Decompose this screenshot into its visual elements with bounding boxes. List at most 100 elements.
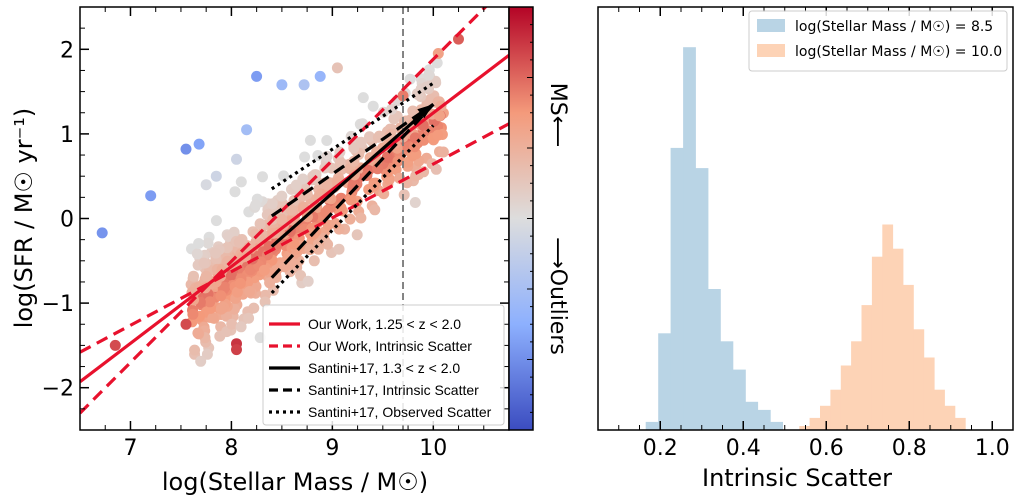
- scatter-point: [418, 134, 430, 146]
- scatter-point: [200, 270, 212, 282]
- scatter-point: [188, 270, 199, 282]
- y-tick-label: 1: [60, 123, 74, 148]
- scatter-point: [207, 312, 219, 324]
- scatter-point: [210, 247, 222, 259]
- scatter-point: [423, 69, 435, 81]
- scatter-point: [231, 153, 242, 165]
- histogram-bar-series-1: [820, 405, 831, 430]
- scatter-point: [321, 179, 333, 191]
- y-tick-label: 2: [60, 38, 74, 63]
- scatter-point: [251, 70, 263, 82]
- santini-arrowhead: [417, 104, 434, 119]
- histogram-bar-series-1: [809, 417, 821, 430]
- scatter-xlabel: log(Stellar Mass / M☉): [162, 468, 428, 496]
- scatter-point: [322, 238, 334, 250]
- histogram-plot-area: [645, 47, 966, 430]
- scatter-point: [231, 286, 243, 298]
- scatter-point: [229, 186, 241, 198]
- scatter-point: [210, 215, 222, 227]
- colorbar: MS⟵ ⟶Outliers: [508, 6, 570, 431]
- scatter-point: [369, 204, 381, 216]
- histogram-bar-series-1: [840, 365, 852, 430]
- scatter-point: [189, 344, 201, 356]
- scatter-point: [290, 179, 302, 191]
- scatter-point: [409, 197, 421, 208]
- scatter-point: [250, 199, 262, 211]
- scatter-point: [299, 151, 311, 163]
- x-tick-label: 9: [325, 436, 339, 461]
- scatter-ticks: 7 8 9 10 −2 −1 0 1 2: [42, 6, 510, 461]
- scatter-point: [254, 218, 266, 230]
- hist-x-tick-label: 0.4: [726, 436, 761, 461]
- histogram-bar-series-1: [871, 256, 883, 430]
- hist-x-tick-label: 0.6: [809, 436, 844, 461]
- scatter-point: [226, 318, 238, 330]
- scatter-point: [321, 150, 333, 162]
- histogram-bar-series-0: [695, 168, 709, 430]
- histogram-legend: log(Stellar Mass / M☉) = 8.5 log(Stellar …: [748, 10, 1008, 72]
- scatter-point: [235, 176, 247, 188]
- scatter-point: [241, 124, 253, 136]
- histogram-xlabel: Intrinsic Scatter: [702, 464, 892, 492]
- histogram-bar-series-1: [830, 389, 842, 430]
- scatter-point: [367, 100, 379, 112]
- hist-legend-swatch-0: [757, 19, 785, 32]
- scatter-point: [355, 136, 367, 148]
- y-tick-label: −2: [42, 377, 74, 402]
- histogram-bar-series-1: [934, 389, 945, 430]
- histogram-bar-series-1: [954, 417, 966, 430]
- scatter-point: [234, 277, 246, 289]
- scatter-point: [278, 261, 290, 273]
- histogram-bar-series-0: [670, 147, 684, 430]
- scatter-point: [193, 138, 205, 150]
- series-line-3: [270, 103, 435, 248]
- scatter-point: [331, 62, 343, 74]
- scatter-legend: Our Work, 1.25 < z < 2.0 Our Work, Intrin…: [262, 304, 505, 426]
- colorbar-label-top: MS⟵: [545, 83, 570, 148]
- hist-x-tick-label: 0.8: [892, 436, 927, 461]
- scatter-point: [308, 255, 320, 267]
- histogram-panel: 0.2 0.4 0.6 0.8 1.0 Intrinsic Scatter log(St…: [597, 6, 1014, 492]
- histogram-bar-series-0: [757, 409, 771, 430]
- histogram-bar-series-1: [861, 305, 873, 430]
- histogram-ticks: 0.2 0.4 0.6 0.8 1.0: [618, 7, 1010, 461]
- scatter-point: [432, 129, 444, 141]
- colorbar-ticks: [527, 6, 533, 431]
- scatter-plot-area: [80, 7, 509, 430]
- scatter-point: [321, 135, 333, 146]
- scatter-point: [244, 264, 256, 276]
- scatter-point: [357, 92, 369, 104]
- histogram-bar-series-1: [851, 341, 862, 430]
- scatter-point: [180, 318, 192, 330]
- series-line-1: [80, 7, 488, 415]
- series-line-2: [80, 122, 509, 354]
- scatter-point: [295, 270, 307, 281]
- scatter-point: [193, 238, 205, 249]
- series-line-0: [80, 53, 509, 384]
- scatter-point: [191, 248, 203, 260]
- scatter-point: [345, 194, 357, 206]
- hist-legend-label-0: log(Stellar Mass / M☉) = 8.5: [795, 19, 993, 35]
- x-tick-label: 8: [224, 436, 238, 461]
- scatter-point: [180, 143, 192, 155]
- histogram-bar-series-1: [903, 284, 914, 430]
- histogram-bar-series-1: [923, 357, 935, 430]
- scatter-point: [204, 296, 216, 308]
- scatter-legend-entries: Our Work, 1.25 < z < 2.0 Our Work, Intrin…: [269, 316, 492, 420]
- legend-label-0: Our Work, 1.25 < z < 2.0: [308, 316, 461, 332]
- scatter-point: [96, 227, 108, 239]
- scatter-point: [298, 79, 310, 91]
- scatter-point: [314, 70, 326, 82]
- scatter-point: [304, 134, 316, 146]
- scatter-point: [333, 243, 345, 255]
- histogram-bar-series-0: [745, 401, 759, 430]
- scatter-point: [330, 218, 341, 229]
- legend-label-2: Santini+17, 1.3 < z < 2.0: [308, 360, 460, 376]
- scatter-point: [200, 179, 212, 191]
- scatter-point: [276, 213, 288, 225]
- scatter-point: [272, 237, 284, 249]
- scatter-point: [276, 79, 288, 91]
- histogram-bar-series-0: [645, 421, 659, 430]
- scatter-point: [302, 275, 314, 287]
- scatter-point: [109, 339, 121, 351]
